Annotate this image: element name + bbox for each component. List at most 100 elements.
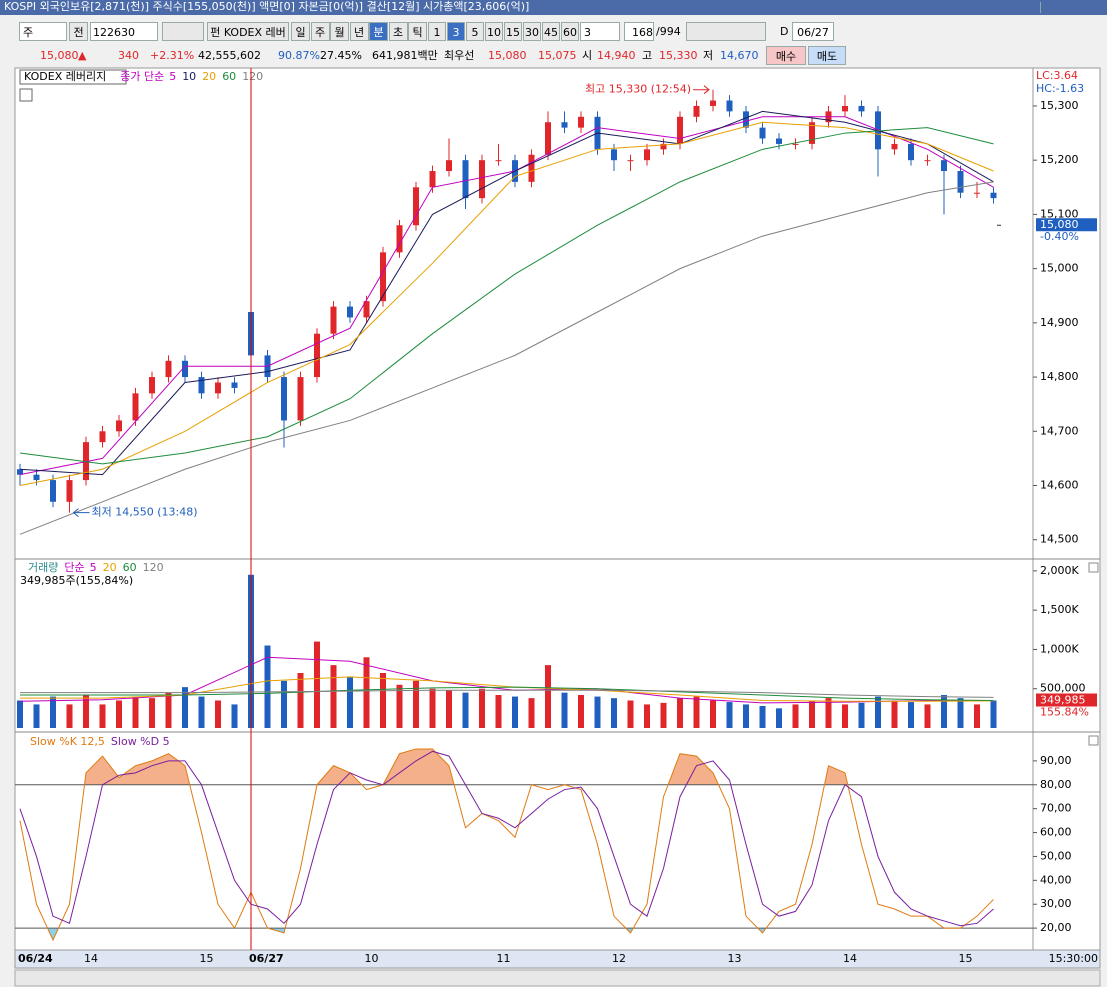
bid: 15,075 — [538, 49, 577, 62]
scrollbar[interactable] — [14, 969, 1101, 987]
toolbar-button[interactable]: 분 — [369, 22, 388, 41]
volume-bar — [66, 704, 73, 728]
volume-bar — [710, 700, 716, 728]
mode-button[interactable]: 전 — [69, 22, 88, 41]
volume-bar — [561, 692, 568, 728]
volume-bar — [182, 687, 188, 728]
volume-bar — [726, 702, 733, 728]
volume-bar — [941, 695, 947, 728]
toolbar-button[interactable]: 10 — [485, 22, 503, 41]
volume-bar — [627, 700, 634, 728]
title-box — [19, 69, 127, 85]
y-tick-label: 14,900 — [1040, 316, 1079, 329]
candle-body — [297, 377, 304, 421]
icon[interactable] — [19, 88, 33, 102]
candle-body — [875, 111, 881, 150]
volume-bar — [842, 704, 848, 728]
toolbar-button[interactable]: 초 — [388, 22, 408, 41]
legend-entry: 20 — [202, 70, 216, 83]
toolbar-button[interactable]: 일 — [291, 22, 310, 41]
volume-bar — [83, 695, 89, 728]
interval-select[interactable]: 3 — [580, 22, 620, 41]
volume-bar — [875, 696, 881, 728]
y-tick-label: 14,500 — [1040, 533, 1079, 546]
candle-body — [941, 160, 947, 172]
volume-bar — [380, 673, 386, 728]
arrow: ▲ — [78, 49, 87, 62]
candle-body — [182, 360, 188, 378]
tool-icons[interactable] — [686, 22, 766, 41]
candle-body — [693, 105, 700, 117]
last-price: 15,080 — [1040, 218, 1079, 231]
volume-bar — [578, 695, 584, 728]
volume-bar — [33, 704, 40, 728]
candle-body — [495, 160, 502, 162]
ratio: 90.87% — [278, 49, 320, 62]
y-tick-label: 14,800 — [1040, 370, 1079, 383]
toolbar-button[interactable]: 3 — [447, 22, 465, 41]
toolbar-button[interactable]: 틱 — [408, 22, 427, 41]
buy-button[interactable]: 매수 — [766, 46, 806, 65]
volume-bar — [347, 676, 353, 728]
toolbar-button[interactable]: 1 — [428, 22, 446, 41]
candle-body — [644, 149, 650, 161]
y-tick-label: 20,00 — [1040, 921, 1072, 934]
panel-icon[interactable] — [1088, 735, 1099, 746]
x-axis-strip — [14, 949, 1101, 969]
candle-body — [743, 111, 749, 128]
window-buttons[interactable] — [1040, 2, 1101, 13]
toolbar-button[interactable]: 월 — [330, 22, 349, 41]
candle-body — [66, 480, 73, 502]
candle-body — [17, 469, 23, 475]
volume-bar — [660, 702, 667, 728]
icon-button[interactable] — [162, 22, 204, 41]
candle-body — [528, 154, 535, 182]
open-label: 시 — [582, 49, 593, 62]
volume-bar — [231, 704, 238, 728]
candle-body — [627, 160, 634, 162]
candle-body — [908, 143, 914, 161]
toolbar-button[interactable]: 5 — [466, 22, 484, 41]
legend-entry: 120 — [143, 561, 164, 574]
date-check[interactable]: D — [780, 25, 789, 38]
volume-bar — [908, 702, 914, 728]
volume-bar — [116, 700, 122, 728]
volume-average — [20, 686, 994, 701]
name-field[interactable]: 펀 KODEX 레버 — [207, 22, 289, 41]
chart-name: 거래량 — [28, 561, 58, 574]
sell-button[interactable]: 매도 — [808, 46, 846, 65]
x-tick-label: 11 — [497, 952, 511, 965]
code-input[interactable]: 122630 — [90, 22, 158, 41]
period-select[interactable]: 주 — [19, 22, 67, 41]
ratio: 27.45% — [320, 49, 362, 62]
stochastic-line — [19, 748, 994, 942]
x-tick-label: 13 — [728, 952, 742, 965]
candle-body — [957, 171, 964, 193]
candle-body — [132, 393, 139, 421]
volume-bar — [759, 706, 766, 728]
candle-body — [792, 143, 799, 145]
volume-bar — [545, 665, 551, 728]
legend-entry: 20 — [103, 561, 117, 574]
volume-bar — [149, 698, 155, 728]
y-tick-label: 90,00 — [1040, 754, 1072, 767]
toolbar-button[interactable]: 년 — [349, 22, 369, 41]
count-input[interactable]: 168 — [624, 22, 654, 41]
volume-bar — [396, 684, 403, 728]
candle-body — [198, 377, 205, 394]
candle-body — [974, 192, 980, 194]
volume-bar — [974, 704, 980, 728]
panel-icon[interactable] — [1088, 562, 1099, 573]
toolbar-button[interactable]: 15 — [504, 22, 522, 41]
toolbar-button[interactable]: 30 — [523, 22, 541, 41]
date-input[interactable]: 06/27 — [792, 22, 834, 41]
toolbar-button[interactable]: 60 — [561, 22, 579, 41]
toolbar-button[interactable]: 45 — [542, 22, 560, 41]
candle-body — [149, 377, 155, 394]
volume-bar — [825, 698, 832, 728]
legend-title: 종가 단순 — [120, 70, 164, 83]
volume-bar — [462, 692, 469, 728]
moving-average — [19, 110, 994, 476]
toolbar-button[interactable]: 주 — [310, 22, 330, 41]
